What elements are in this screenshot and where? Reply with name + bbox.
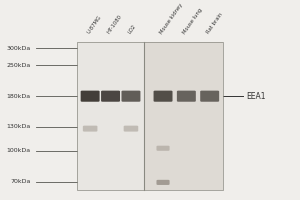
- Text: 250kDa: 250kDa: [6, 63, 30, 68]
- FancyBboxPatch shape: [200, 91, 219, 102]
- FancyBboxPatch shape: [124, 126, 138, 132]
- Text: 100kDa: 100kDa: [6, 148, 30, 153]
- Text: Rat brain: Rat brain: [206, 12, 224, 35]
- FancyBboxPatch shape: [101, 91, 120, 102]
- FancyBboxPatch shape: [122, 91, 140, 102]
- Text: HT-1080: HT-1080: [106, 14, 123, 35]
- Bar: [77, 42, 144, 190]
- Text: EEA1: EEA1: [246, 92, 266, 101]
- Bar: [144, 42, 223, 190]
- Text: 300kDa: 300kDa: [6, 46, 30, 51]
- Bar: [144, 42, 223, 190]
- FancyBboxPatch shape: [81, 91, 100, 102]
- FancyBboxPatch shape: [177, 91, 196, 102]
- FancyBboxPatch shape: [157, 146, 169, 151]
- FancyBboxPatch shape: [83, 126, 98, 132]
- Text: U-87MG: U-87MG: [86, 15, 102, 35]
- FancyBboxPatch shape: [154, 91, 172, 102]
- Text: 130kDa: 130kDa: [6, 124, 30, 129]
- FancyBboxPatch shape: [157, 180, 169, 185]
- Text: Mouse lung: Mouse lung: [182, 7, 204, 35]
- Text: LO2: LO2: [127, 24, 137, 35]
- Text: Mouse kidney: Mouse kidney: [159, 2, 184, 35]
- Bar: [77, 42, 144, 190]
- Text: 70kDa: 70kDa: [10, 179, 30, 184]
- Text: 180kDa: 180kDa: [6, 94, 30, 99]
